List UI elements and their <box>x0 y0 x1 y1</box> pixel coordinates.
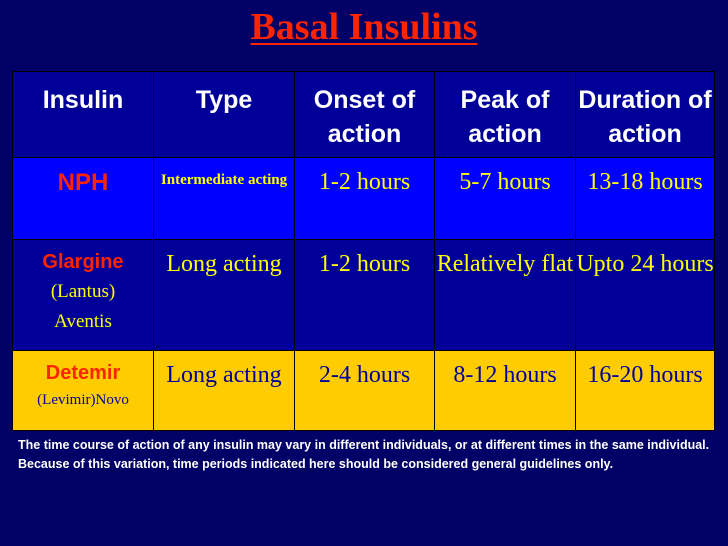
table-row: Detemir (Levimir)Novo Long acting 2-4 ho… <box>12 350 715 431</box>
peak-cell: 5-7 hours <box>434 157 576 240</box>
header-duration: Duration of action <box>575 71 715 158</box>
peak-value: Relatively flat <box>436 251 574 277</box>
type-cell: Long acting <box>153 239 295 351</box>
insulin-name: NPH <box>57 169 109 196</box>
insulin-name-cell: Detemir (Levimir)Novo <box>12 350 154 431</box>
insulin-type: Long acting <box>166 251 282 277</box>
insulin-maker: Aventis <box>54 311 112 332</box>
insulin-type: Intermediate acting <box>160 172 288 188</box>
header-onset: Onset of action <box>294 71 435 158</box>
peak-cell: Relatively flat <box>434 239 576 351</box>
peak-cell: 8-12 hours <box>434 350 576 431</box>
insulin-name: Glargine <box>42 251 124 273</box>
duration-cell: 16-20 hours <box>575 350 715 431</box>
duration-value: 13-18 hours <box>587 169 703 195</box>
duration-cell: 13-18 hours <box>575 157 715 240</box>
table-row: NPH Intermediate acting 1-2 hours 5-7 ho… <box>12 157 715 240</box>
type-cell: Intermediate acting <box>153 157 295 240</box>
footnote: The time course of action of any insulin… <box>18 438 710 471</box>
table-header-row: Insulin Type Onset of action Peak of act… <box>12 71 715 158</box>
insulin-name-cell: NPH <box>12 157 154 240</box>
peak-value: 8-12 hours <box>453 362 557 388</box>
duration-cell: Upto 24 hours <box>575 239 715 351</box>
duration-value: 16-20 hours <box>587 362 703 388</box>
insulin-name: Detemir <box>45 362 121 384</box>
slide-title: Basal Insulins <box>250 6 478 48</box>
insulin-brand: (Lantus) <box>50 281 116 302</box>
onset-value: 1-2 hours <box>318 251 411 277</box>
onset-value: 2-4 hours <box>318 362 411 388</box>
type-cell: Long acting <box>153 350 295 431</box>
header-insulin: Insulin <box>12 71 154 158</box>
insulin-brand: (Levimir)Novo <box>37 392 129 408</box>
header-peak: Peak of action <box>434 71 576 158</box>
peak-value: 5-7 hours <box>459 169 551 195</box>
onset-cell: 1-2 hours <box>294 157 435 240</box>
insulin-table: Insulin Type Onset of action Peak of act… <box>12 71 715 431</box>
onset-cell: 1-2 hours <box>294 239 435 351</box>
onset-cell: 2-4 hours <box>294 350 435 431</box>
insulin-type: Long acting <box>166 362 282 388</box>
header-type: Type <box>153 71 295 158</box>
table-row: Glargine (Lantus) Aventis Long acting 1-… <box>12 239 715 351</box>
duration-value: Upto 24 hours <box>576 251 714 277</box>
insulin-name-cell: Glargine (Lantus) Aventis <box>12 239 154 351</box>
onset-value: 1-2 hours <box>318 169 411 195</box>
